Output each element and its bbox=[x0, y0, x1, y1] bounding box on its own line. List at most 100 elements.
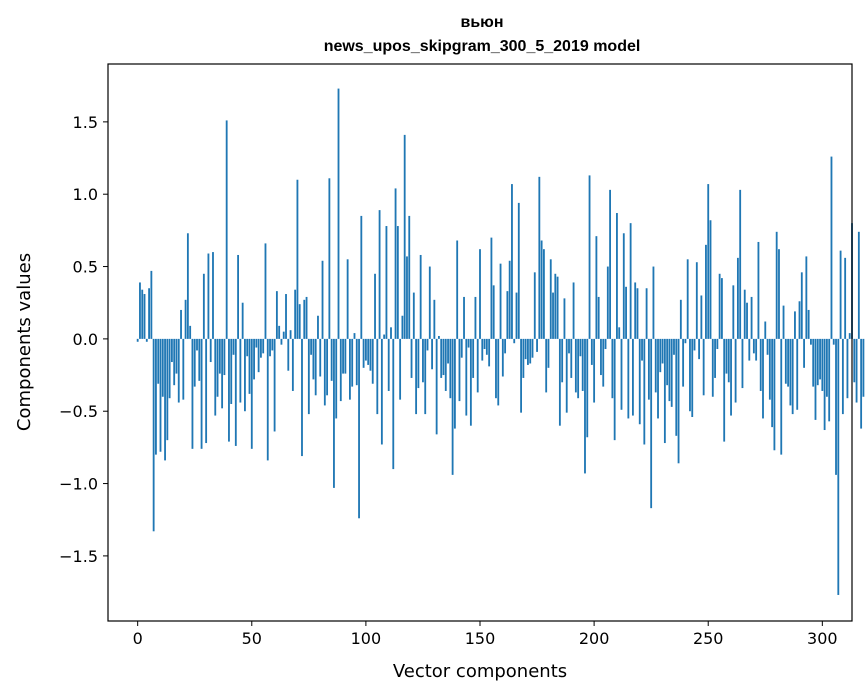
bar bbox=[305, 296, 308, 339]
bar bbox=[531, 338, 534, 358]
bar bbox=[604, 338, 607, 350]
bar bbox=[159, 338, 162, 452]
bar bbox=[638, 338, 641, 425]
bar bbox=[241, 302, 244, 339]
bar bbox=[558, 338, 561, 426]
bar bbox=[689, 338, 691, 412]
bar bbox=[164, 338, 166, 461]
bar bbox=[609, 189, 611, 339]
bar bbox=[303, 299, 306, 339]
bar bbox=[832, 338, 835, 345]
bar bbox=[634, 282, 637, 339]
bar bbox=[317, 315, 319, 339]
bar bbox=[527, 338, 529, 365]
bar bbox=[752, 338, 755, 354]
bar bbox=[595, 236, 598, 339]
x-axis-label: Vector components bbox=[393, 661, 567, 682]
chart-subtitle: news_upos_skipgram_300_5_2019 model bbox=[324, 38, 641, 55]
bar bbox=[727, 338, 730, 383]
bar bbox=[266, 338, 269, 461]
bar bbox=[586, 338, 589, 438]
y-tick-label: 1.0 bbox=[73, 185, 98, 204]
bar bbox=[314, 338, 317, 396]
bar bbox=[310, 338, 313, 355]
bar bbox=[730, 338, 732, 416]
bar bbox=[207, 253, 210, 339]
bar bbox=[287, 338, 290, 371]
bar bbox=[202, 273, 205, 339]
bar bbox=[620, 338, 623, 410]
bar bbox=[230, 338, 233, 404]
bar bbox=[581, 338, 584, 391]
x-tick-label: 0 bbox=[133, 629, 143, 648]
bar bbox=[517, 202, 520, 339]
bar bbox=[666, 338, 669, 386]
bar bbox=[186, 233, 189, 339]
bar bbox=[616, 213, 618, 339]
bar bbox=[490, 237, 493, 339]
bar bbox=[296, 179, 299, 339]
bar bbox=[787, 338, 790, 387]
bar bbox=[371, 338, 374, 384]
bar bbox=[627, 338, 630, 419]
bar bbox=[506, 291, 509, 339]
chart-title: вьюн bbox=[461, 14, 504, 31]
bar bbox=[841, 338, 844, 415]
bar bbox=[780, 338, 783, 455]
bar bbox=[193, 338, 196, 387]
bar bbox=[561, 338, 564, 383]
bar bbox=[718, 273, 721, 339]
bar bbox=[816, 338, 819, 386]
bar bbox=[323, 338, 326, 406]
bar bbox=[342, 338, 344, 374]
bar bbox=[632, 338, 634, 416]
bar bbox=[339, 338, 342, 402]
bar bbox=[734, 338, 737, 403]
bar bbox=[611, 338, 614, 399]
bar bbox=[294, 289, 297, 339]
bar bbox=[711, 338, 714, 397]
bar bbox=[584, 338, 586, 474]
bar bbox=[805, 256, 808, 339]
bar bbox=[444, 338, 447, 391]
bar bbox=[766, 338, 769, 355]
bar bbox=[552, 292, 554, 339]
bar bbox=[650, 338, 653, 509]
bar bbox=[301, 338, 303, 457]
bar bbox=[540, 240, 543, 339]
bar bbox=[492, 285, 495, 339]
bar bbox=[574, 338, 577, 393]
bar bbox=[234, 338, 237, 446]
bar bbox=[803, 338, 805, 368]
bar bbox=[545, 338, 548, 393]
bar bbox=[380, 338, 383, 445]
bar bbox=[351, 338, 354, 387]
bar bbox=[636, 288, 639, 339]
bar bbox=[702, 338, 705, 396]
bar bbox=[714, 338, 716, 378]
bar bbox=[725, 338, 728, 374]
bar bbox=[141, 289, 144, 339]
bar bbox=[330, 338, 333, 381]
bar bbox=[385, 226, 388, 339]
bar bbox=[451, 338, 454, 475]
bar bbox=[218, 338, 221, 374]
bar bbox=[291, 338, 294, 391]
bar bbox=[225, 120, 228, 339]
bar bbox=[328, 178, 331, 339]
bar bbox=[369, 338, 372, 371]
bar bbox=[269, 338, 271, 357]
bar bbox=[848, 333, 851, 339]
x-axis-ticks: 0 50 100 150 200 250 300 bbox=[133, 621, 838, 648]
bar bbox=[565, 338, 568, 413]
x-tick-label: 200 bbox=[579, 629, 610, 648]
bar bbox=[250, 338, 253, 449]
bar bbox=[860, 338, 863, 429]
bar bbox=[239, 338, 242, 403]
bar bbox=[410, 338, 413, 378]
bar bbox=[618, 327, 621, 339]
bar bbox=[175, 338, 178, 374]
bar bbox=[390, 327, 392, 339]
bar bbox=[424, 338, 427, 415]
